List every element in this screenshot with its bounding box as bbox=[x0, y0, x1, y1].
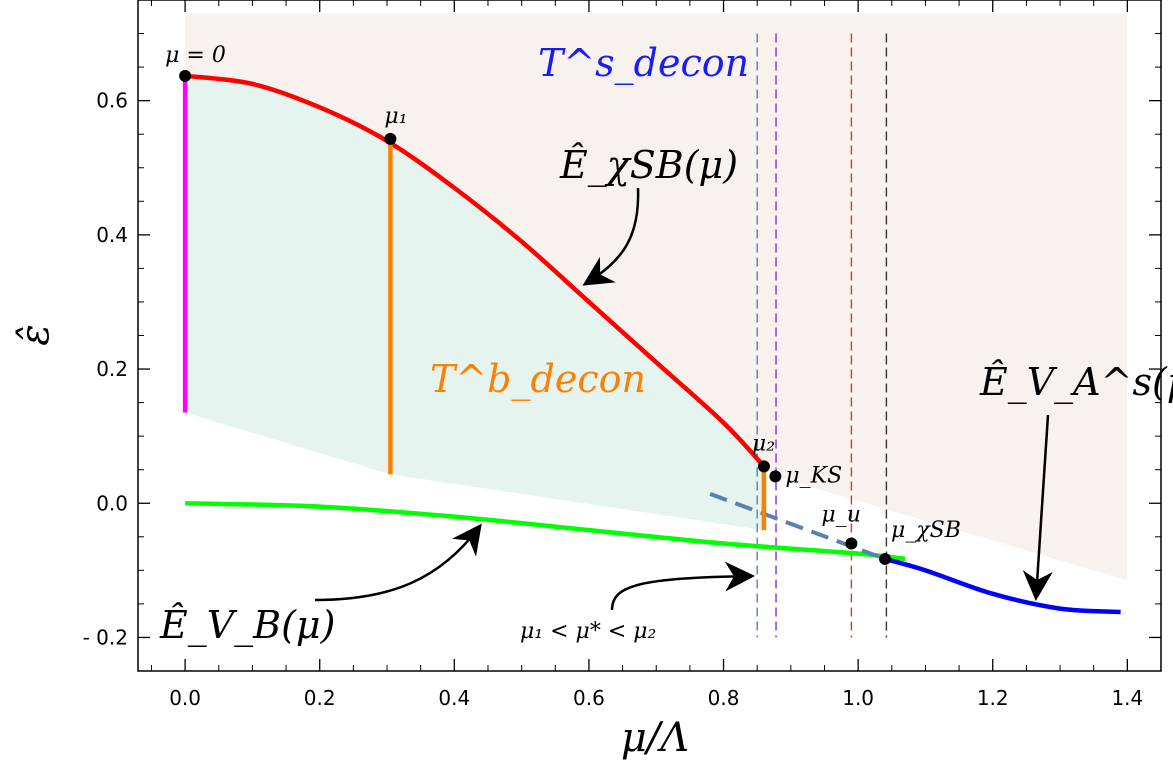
point-label-5: μ_χSB bbox=[891, 518, 961, 543]
series-line-2 bbox=[884, 556, 1121, 615]
point-label-3: μ_KS bbox=[785, 463, 842, 488]
regions bbox=[185, 13, 1128, 581]
x-tick-label-1: 0.2 bbox=[304, 686, 336, 710]
region-ts bbox=[185, 13, 1128, 581]
y-tick-label-4: 0.6 bbox=[96, 89, 128, 113]
point-label-0: μ = 0 bbox=[165, 43, 226, 68]
axis-ticks: 0.0 0.2 0.4 0.6 0.8 1.0 1.2 1.4 - 0.2 0.0 0.2 0.4 0.… bbox=[83, 0, 1161, 710]
point-label-2: μ₂ bbox=[752, 431, 775, 456]
arrow-vb bbox=[314, 523, 482, 602]
y-tick-label-0: - 0.2 bbox=[83, 625, 128, 649]
vertical-segments bbox=[182, 75, 767, 531]
x-tick-label-3: 0.6 bbox=[573, 686, 605, 710]
label-chisb: Ê_χSB(μ) bbox=[559, 143, 738, 188]
y-tick-label-3: 0.4 bbox=[96, 223, 128, 247]
region-label-ts: T^s_decon bbox=[538, 41, 749, 86]
point-0 bbox=[179, 69, 192, 82]
x-tick-label-5: 1.0 bbox=[842, 686, 874, 710]
points: μ = 0 μ₁ μ₂ μ_KS μ_u μ_χSB bbox=[165, 43, 961, 565]
point-5 bbox=[879, 552, 892, 565]
x-tick-label-7: 1.4 bbox=[1111, 686, 1143, 710]
point-4 bbox=[845, 537, 858, 550]
x-tick-label-0: 0.0 bbox=[169, 686, 201, 710]
region-tb bbox=[185, 75, 764, 531]
y-tick-label-1: 0.0 bbox=[96, 491, 128, 515]
label-va: Ê_V_A^s(μ) bbox=[979, 360, 1173, 405]
x-tick-label-6: 1.2 bbox=[977, 686, 1009, 710]
point-label-4: μ_u bbox=[821, 503, 860, 528]
series-line-1 bbox=[185, 501, 906, 562]
label-vb: Ê_V_B(μ) bbox=[159, 603, 335, 648]
point-3 bbox=[769, 470, 782, 483]
point-1 bbox=[384, 132, 397, 145]
arrow-chisb bbox=[582, 187, 640, 286]
x-tick-label-4: 0.8 bbox=[708, 686, 740, 710]
x-tick-label-2: 0.4 bbox=[438, 686, 470, 710]
region-label-tb: T^b_decon bbox=[430, 357, 646, 402]
x-axis-label: μ/Λ bbox=[621, 715, 689, 761]
series bbox=[184, 73, 1121, 615]
y-tick-label-2: 0.2 bbox=[96, 357, 128, 381]
arrow-mustar bbox=[610, 561, 755, 611]
point-2 bbox=[757, 460, 770, 473]
arrow-va bbox=[1022, 414, 1053, 601]
label-mustar: μ₁ < μ* < μ₂ bbox=[520, 619, 656, 644]
series-line-3 bbox=[709, 491, 886, 561]
series-line-0 bbox=[184, 73, 766, 468]
y-axis-label: ε̂ bbox=[12, 324, 58, 345]
point-label-1: μ₁ bbox=[384, 104, 407, 129]
dashed-verticals bbox=[756, 33, 888, 638]
